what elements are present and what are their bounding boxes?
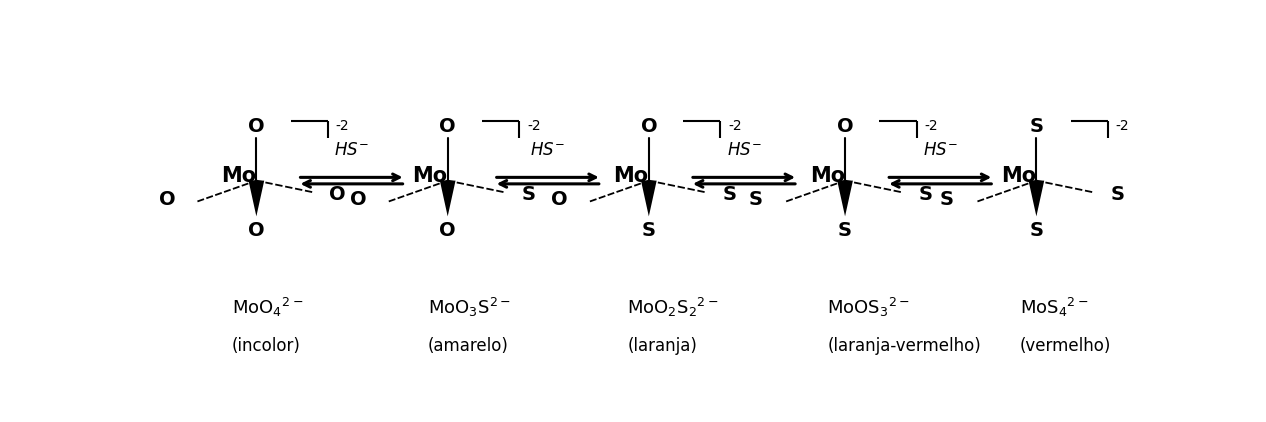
Text: S: S bbox=[1110, 185, 1124, 204]
Text: S: S bbox=[642, 221, 656, 240]
Text: -2: -2 bbox=[1115, 119, 1129, 133]
Text: O: O bbox=[248, 221, 265, 240]
Text: O: O bbox=[158, 190, 175, 209]
Text: S: S bbox=[723, 185, 737, 204]
Text: (incolor): (incolor) bbox=[232, 337, 301, 355]
Text: S: S bbox=[522, 185, 536, 204]
Text: (laranja-vermelho): (laranja-vermelho) bbox=[828, 337, 981, 355]
Text: O: O bbox=[349, 190, 366, 209]
Text: $\mathit{HS}^{\mathit{-}}$: $\mathit{HS}^{\mathit{-}}$ bbox=[530, 141, 565, 160]
Text: S: S bbox=[748, 190, 762, 209]
Text: -2: -2 bbox=[924, 119, 938, 133]
Text: -2: -2 bbox=[335, 119, 349, 133]
Text: -2: -2 bbox=[728, 119, 742, 133]
Text: O: O bbox=[641, 116, 657, 135]
Text: Mo: Mo bbox=[810, 166, 844, 186]
Polygon shape bbox=[439, 181, 456, 216]
Text: S: S bbox=[838, 221, 852, 240]
Text: $\mathit{HS}^{\mathit{-}}$: $\mathit{HS}^{\mathit{-}}$ bbox=[727, 141, 761, 160]
Text: S: S bbox=[1029, 221, 1043, 240]
Text: MoS$_4$$^{2-}$: MoS$_4$$^{2-}$ bbox=[1019, 296, 1089, 319]
Text: O: O bbox=[439, 221, 456, 240]
Text: O: O bbox=[551, 190, 567, 209]
Text: $\mathit{HS}^{\mathit{-}}$: $\mathit{HS}^{\mathit{-}}$ bbox=[334, 141, 368, 160]
Text: MoO$_3$S$^{2-}$: MoO$_3$S$^{2-}$ bbox=[428, 296, 510, 319]
Text: S: S bbox=[1029, 116, 1043, 135]
Polygon shape bbox=[248, 181, 265, 216]
Text: Mo: Mo bbox=[614, 166, 648, 186]
Text: $\mathit{HS}^{\mathit{-}}$: $\mathit{HS}^{\mathit{-}}$ bbox=[923, 141, 957, 160]
Text: S: S bbox=[939, 190, 953, 209]
Text: O: O bbox=[439, 116, 456, 135]
Text: MoO$_4$$^{2-}$: MoO$_4$$^{2-}$ bbox=[232, 296, 303, 319]
Text: S: S bbox=[919, 185, 933, 204]
Text: O: O bbox=[329, 185, 346, 204]
Text: (vermelho): (vermelho) bbox=[1019, 337, 1112, 355]
Text: Mo: Mo bbox=[222, 166, 256, 186]
Text: (amarelo): (amarelo) bbox=[428, 337, 509, 355]
Text: -2: -2 bbox=[527, 119, 541, 133]
Text: O: O bbox=[837, 116, 853, 135]
Polygon shape bbox=[1028, 181, 1044, 216]
Text: Mo: Mo bbox=[1001, 166, 1037, 186]
Polygon shape bbox=[837, 181, 853, 216]
Text: Mo: Mo bbox=[413, 166, 448, 186]
Text: MoO$_2$S$_2$$^{2-}$: MoO$_2$S$_2$$^{2-}$ bbox=[627, 296, 719, 319]
Text: MoOS$_3$$^{2-}$: MoOS$_3$$^{2-}$ bbox=[828, 296, 910, 319]
Text: O: O bbox=[248, 116, 265, 135]
Polygon shape bbox=[641, 181, 657, 216]
Text: (laranja): (laranja) bbox=[627, 337, 698, 355]
